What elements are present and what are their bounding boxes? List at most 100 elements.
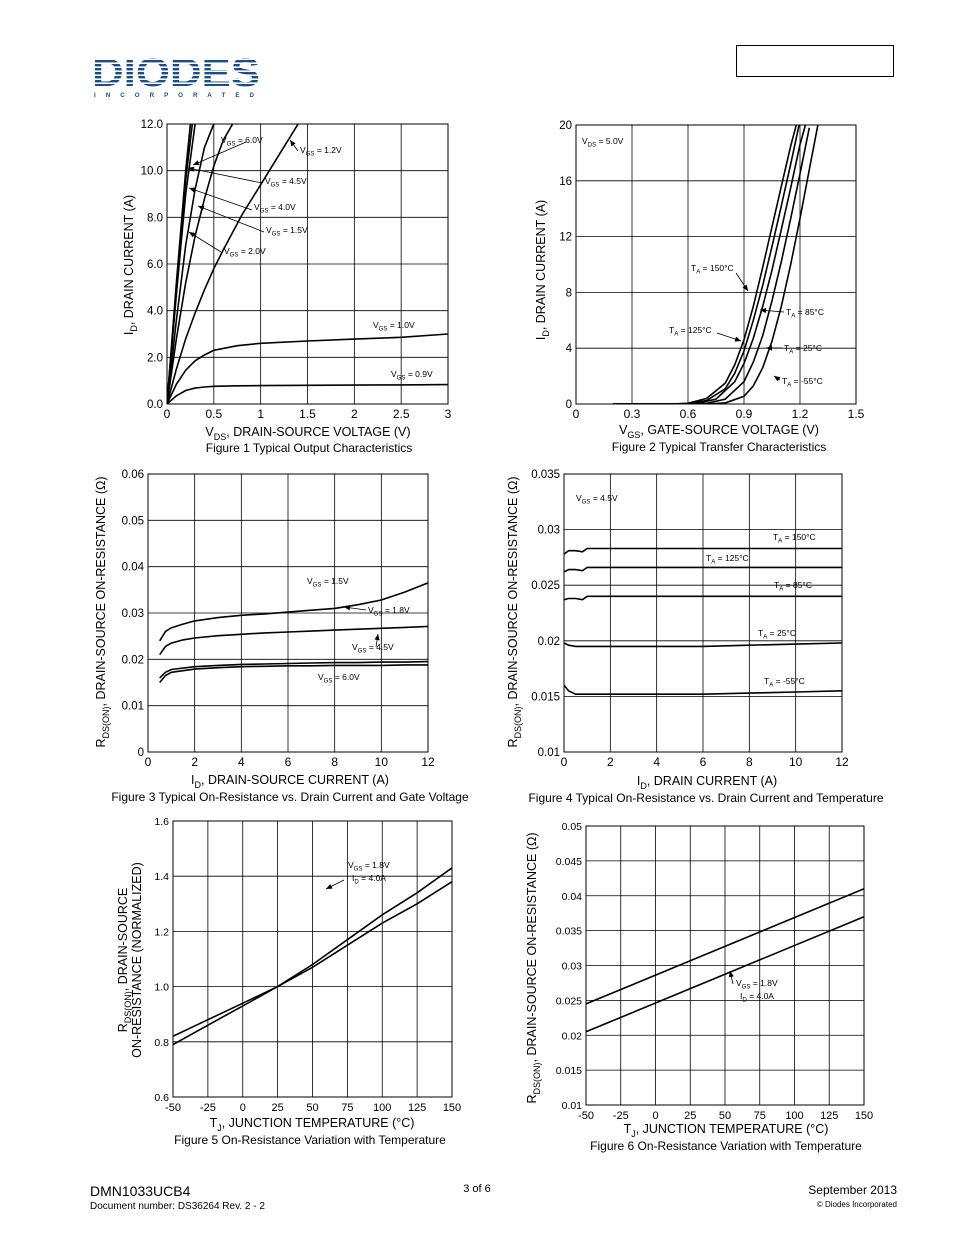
y-tick-label: 0.04 [562,891,583,903]
series-line-1 [586,888,864,1005]
annotation-arrowhead [189,232,196,238]
annotation-leader [343,606,367,611]
y-tick-label: 2.0 [147,352,163,364]
x-tick-label: 2 [607,755,614,769]
series-line-2 [564,566,842,573]
x-tick-label: 0 [240,1102,246,1114]
x-tick-label: 1.5 [299,407,316,421]
series-line-5 [613,125,819,404]
x-tick-label: 8 [331,755,338,769]
y-tick-label: 1.0 [154,982,169,994]
y-tick-label: 12.0 [141,119,163,131]
part-number-box [736,45,894,77]
y-tick-label: 4 [566,343,573,355]
y-tick-label: 0.015 [556,1065,582,1077]
y-tick-label: 0.02 [122,654,144,666]
annotation-label: VGS​ = 4.0V [254,202,296,215]
plot-frame [166,123,449,405]
y-tick-label: 0.06 [122,469,144,481]
annotation-leader [759,309,785,313]
y-axis-label-line-1: RDS(ON)​, DRAIN-SOURCE [116,888,133,1033]
annotation-label: VGS​ = 1.2V [300,145,342,158]
annotation-leader [716,332,742,342]
x-tick-label: 8 [746,755,753,769]
annotation-label: TA​ = 25°C [758,628,796,641]
annotation-leader [375,633,379,648]
x-tick-label: 150 [443,1102,461,1114]
annotation-label: VGS​ = 4.5V [265,176,307,189]
figure-caption: Figure 5 On-Resistance Variation with Te… [174,1133,446,1147]
annotation-label: VGS​ = 0.9V [391,369,433,382]
series-line-3 [159,660,428,679]
series-line-8 [167,383,448,404]
figure-caption: Figure 4 Typical On-Resistance vs. Drain… [528,791,883,805]
series-line-3 [613,125,807,404]
annotation-label: TA​ = 150°C [773,532,816,545]
annotation-arrowhead [374,634,380,641]
y-tick-label: 10.0 [141,166,163,178]
y-tick-label: 0.035 [556,926,582,938]
annotation-label: VGS​ = 1.8V [348,860,390,873]
series-line-4 [159,664,428,684]
y-tick-label: 0.03 [562,961,583,973]
x-tick-label: 25 [272,1102,284,1114]
series-line-2 [586,915,864,1033]
diodes-logo: DIODES I N C O R P O R A T E D [92,52,260,99]
series-line-4 [167,124,215,404]
fig6-chart: -50 -25 0 25 50 75 100 125 150 0.01 0.015 0.02 0.025… [525,821,873,1153]
y-tick-label: 0.02 [538,636,560,648]
x-axis-label: ID​, DRAIN CURRENT (A) [637,774,777,791]
series-line-5 [167,124,234,404]
x-tick-label: 6 [285,755,292,769]
annotation-leader [289,139,299,152]
footer-document-number: Document number: DS36264 Rev. 2 - 2 [90,1201,265,1212]
y-tick-label: 0.045 [556,856,582,868]
x-tick-label: 100 [785,1110,803,1122]
x-axis-label: VDS​, DRAIN-SOURCE VOLTAGE (V) [205,425,410,442]
series-line-1 [613,125,798,404]
annotation-label: TA​ = -55°C [782,376,823,389]
x-tick-label: 0.6 [680,407,697,421]
series-line-7 [167,333,448,404]
x-tick-label: 12 [835,755,849,769]
y-tick-label: 8.0 [147,212,163,224]
series-line-1 [167,124,192,404]
annotation-leader [735,272,749,292]
x-tick-label: 125 [408,1102,426,1114]
x-tick-label: 25 [684,1110,696,1122]
annotation-leader [188,231,222,253]
annotation-label: VGS​ = 4.5V [352,642,394,655]
y-tick-label: 0 [138,747,144,759]
plot-frame [575,124,857,405]
x-tick-label: 50 [719,1110,731,1122]
annotation-label: TA​ = 85°C [786,307,824,320]
x-tick-label: 10 [375,755,389,769]
y-axis-label: ID​, DRAIN CURRENT (A) [534,200,551,340]
x-tick-label: 0 [561,755,568,769]
y-tick-label: 1.6 [154,816,169,828]
y-tick-label: 16 [559,176,572,188]
x-tick-label: 2 [351,407,358,421]
annotation-label: VGS​ = 1.8V [368,605,410,618]
y-tick-label: 0.035 [531,469,560,481]
annotation-leader [197,205,265,233]
annotation-leader [187,167,263,184]
x-tick-label: 4 [653,755,660,769]
annotation-label: VGS​ = 4.5V [576,493,618,506]
series-line-3 [564,595,842,601]
x-tick-label: 2 [191,755,198,769]
x-tick-label: -50 [165,1102,181,1114]
footer-part-number: DMN1033UCB4 [90,1183,191,1199]
x-tick-label: 150 [855,1110,873,1122]
logo-wordmark: DIODES [92,52,260,95]
y-axis-label: ID​, DRAIN CURRENT (A) [122,195,139,335]
series-line-4 [564,642,842,648]
y-tick-label: 0.05 [122,515,144,527]
x-axis-label: VGS​, GATE-SOURCE VOLTAGE (V) [619,423,819,440]
x-tick-label: 12 [421,755,435,769]
fig3-chart: 0 2 4 6 8 10 12 0 0.01 0.02 0.03 0.04 0.05 0.06 VGS​ =… [94,469,469,804]
x-tick-label: 75 [754,1110,766,1122]
series-line-2 [159,625,428,656]
y-tick-label: 0.025 [531,580,560,592]
